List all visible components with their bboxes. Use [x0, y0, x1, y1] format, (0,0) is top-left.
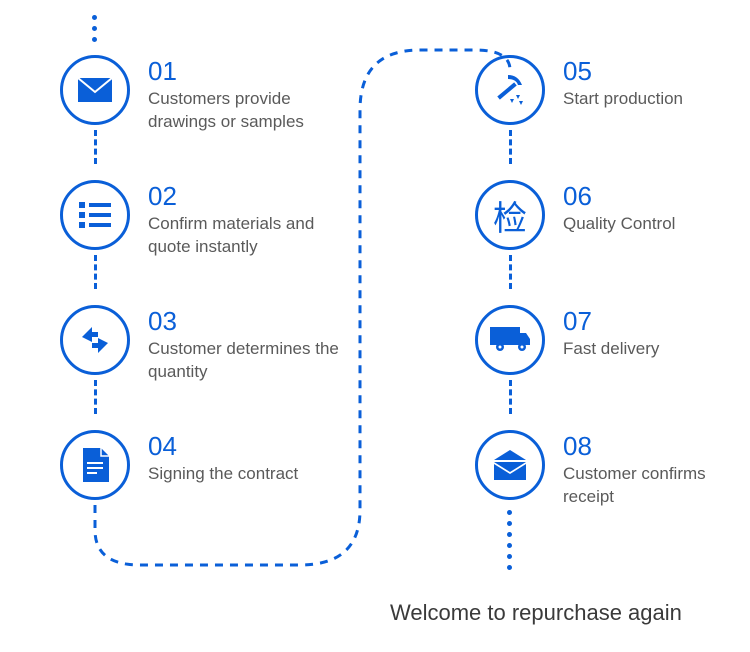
- truck-icon: [475, 305, 545, 375]
- step-number: 08: [563, 432, 750, 461]
- step-06: 检 06 Quality Control: [475, 180, 675, 250]
- envelope-icon: [60, 55, 130, 125]
- pickaxe-icon: [475, 55, 545, 125]
- connector-dash: [94, 130, 97, 164]
- step-number: 05: [563, 57, 683, 86]
- step-description: Customers provide drawings or samples: [148, 88, 348, 134]
- document-icon: [60, 430, 130, 500]
- step-text: 06 Quality Control: [563, 180, 675, 236]
- arrows-icon: [60, 305, 130, 375]
- step-text: 04 Signing the contract: [148, 430, 298, 486]
- step-description: Confirm materials and quote instantly: [148, 213, 348, 259]
- exit-dots: [507, 510, 512, 570]
- connector-dash: [509, 130, 512, 164]
- step-05: 05 Start production: [475, 55, 683, 125]
- step-number: 04: [148, 432, 298, 461]
- mailopen-icon: [475, 430, 545, 500]
- step-text: 01 Customers provide drawings or samples: [148, 55, 348, 133]
- connector-dash: [94, 255, 97, 289]
- step-04: 04 Signing the contract: [60, 430, 298, 500]
- footer-text: Welcome to repurchase again: [390, 600, 682, 626]
- connector-dash: [94, 380, 97, 414]
- step-text: 02 Confirm materials and quote instantly: [148, 180, 348, 258]
- step-description: Customer determines the quantity: [148, 338, 348, 384]
- step-07: 07 Fast delivery: [475, 305, 659, 375]
- step-number: 06: [563, 182, 675, 211]
- step-description: Fast delivery: [563, 338, 659, 361]
- step-03: 03 Customer determines the quantity: [60, 305, 348, 383]
- step-number: 01: [148, 57, 348, 86]
- step-02: 02 Confirm materials and quote instantly: [60, 180, 348, 258]
- step-description: Signing the contract: [148, 463, 298, 486]
- step-text: 08 Customer confirms receipt: [563, 430, 750, 508]
- step-number: 02: [148, 182, 348, 211]
- step-text: 07 Fast delivery: [563, 305, 659, 361]
- step-description: Customer confirms receipt: [563, 463, 750, 509]
- list-icon: [60, 180, 130, 250]
- step-text: 03 Customer determines the quantity: [148, 305, 348, 383]
- step-08: 08 Customer confirms receipt: [475, 430, 750, 508]
- step-description: Start production: [563, 88, 683, 111]
- connector-dash: [509, 380, 512, 414]
- step-number: 03: [148, 307, 348, 336]
- step-number: 07: [563, 307, 659, 336]
- jian-icon: 检: [475, 180, 545, 250]
- entry-dots: [92, 15, 97, 42]
- step-text: 05 Start production: [563, 55, 683, 111]
- step-01: 01 Customers provide drawings or samples: [60, 55, 348, 133]
- step-description: Quality Control: [563, 213, 675, 236]
- connector-dash: [509, 255, 512, 289]
